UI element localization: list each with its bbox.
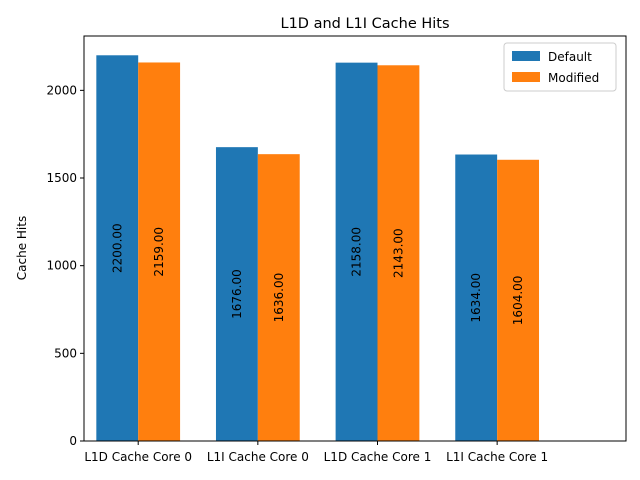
bars-group xyxy=(96,55,540,442)
bar-value-label: 2200.00 xyxy=(110,223,124,273)
bar-modified-0 xyxy=(138,62,181,441)
bar-value-label: 1636.00 xyxy=(272,273,286,323)
bar-modified-3 xyxy=(497,159,540,441)
legend-label-modified: Modified xyxy=(548,71,599,85)
y-tick-label: 0 xyxy=(69,434,77,448)
legend: Default Modified xyxy=(503,42,617,92)
y-tick-label: 2000 xyxy=(46,83,77,97)
y-axis-label: Cache Hits xyxy=(15,216,29,280)
bar-default-0 xyxy=(96,55,139,442)
y-tick-label: 1500 xyxy=(46,171,77,185)
legend-label-default: Default xyxy=(548,50,592,64)
plot-frame xyxy=(83,35,627,442)
x-tick-label: L1D Cache Core 0 xyxy=(84,450,192,464)
x-tick-label: L1I Cache Core 0 xyxy=(207,450,309,464)
legend-swatch-default xyxy=(512,51,540,61)
bar-modified-1 xyxy=(257,154,300,442)
bar-default-3 xyxy=(455,154,498,442)
bar-value-label: 2143.00 xyxy=(391,228,405,278)
bar-value-label: 2158.00 xyxy=(350,227,364,277)
chart-title: L1D and L1I Cache Hits xyxy=(280,16,449,32)
bar-value-label: 1634.00 xyxy=(469,273,483,323)
bar-labels-group: 2200.00 1676.00 2158.00 1634.00 2159.00 1636.… xyxy=(110,223,525,325)
x-tick-label: L1D Cache Core 1 xyxy=(324,450,432,464)
axes-group: 0 500 1000 1500 2000 L1D Cache Core 0 L1I Cach… xyxy=(46,35,627,464)
y-tick-label: 1000 xyxy=(46,259,77,273)
bar-value-label: 1676.00 xyxy=(230,269,244,319)
x-tick-label: L1I Cache Core 1 xyxy=(446,450,548,464)
bar-default-1 xyxy=(215,147,258,442)
bar-value-label: 2159.00 xyxy=(152,227,166,277)
legend-swatch-modified xyxy=(512,72,540,82)
bar-default-2 xyxy=(335,62,378,441)
bar-modified-2 xyxy=(377,65,420,441)
y-tick-label: 500 xyxy=(54,346,77,360)
bar-value-label: 1604.00 xyxy=(511,276,525,326)
